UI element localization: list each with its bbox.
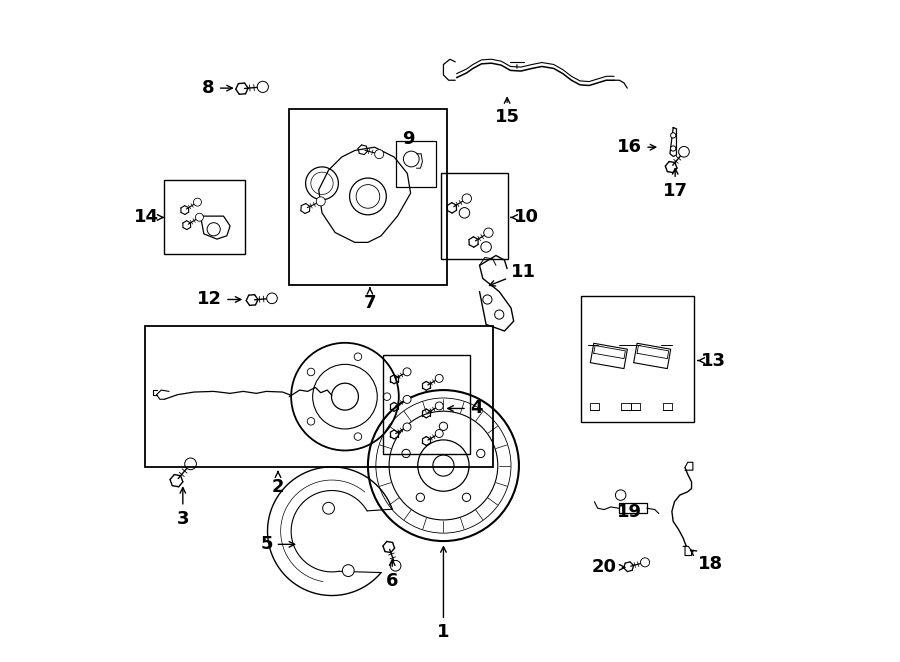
Text: 11: 11	[490, 263, 536, 286]
Text: 13: 13	[698, 352, 725, 369]
Circle shape	[322, 502, 335, 514]
Circle shape	[195, 213, 203, 221]
Circle shape	[331, 383, 358, 410]
Bar	[383, 355, 470, 454]
Text: 7: 7	[364, 288, 376, 312]
Circle shape	[433, 455, 454, 476]
Circle shape	[459, 208, 470, 218]
Circle shape	[266, 293, 277, 304]
Text: 2: 2	[272, 472, 284, 496]
Circle shape	[495, 310, 504, 319]
Circle shape	[207, 222, 220, 236]
Circle shape	[355, 353, 362, 361]
Circle shape	[641, 558, 650, 567]
Circle shape	[477, 449, 485, 457]
Circle shape	[670, 133, 676, 138]
Circle shape	[416, 493, 425, 502]
Circle shape	[402, 449, 410, 457]
Circle shape	[383, 393, 391, 401]
Bar	[581, 295, 694, 422]
Circle shape	[316, 197, 325, 206]
Circle shape	[355, 433, 362, 440]
Text: 5: 5	[260, 536, 294, 553]
Circle shape	[436, 375, 443, 383]
Circle shape	[403, 395, 411, 403]
Text: 14: 14	[134, 209, 163, 226]
Circle shape	[403, 423, 411, 431]
Bar	[442, 173, 508, 259]
Circle shape	[679, 146, 689, 157]
Circle shape	[374, 150, 383, 159]
Bar	[165, 180, 245, 254]
Text: 4: 4	[448, 399, 482, 418]
Text: 3: 3	[176, 488, 189, 528]
Text: 1: 1	[437, 547, 450, 641]
Circle shape	[436, 402, 443, 410]
Circle shape	[481, 242, 491, 252]
Circle shape	[462, 194, 472, 203]
Text: 9: 9	[402, 130, 415, 148]
Circle shape	[307, 418, 315, 425]
Text: 17: 17	[662, 169, 688, 200]
Circle shape	[436, 430, 443, 438]
Text: 10: 10	[511, 209, 539, 226]
Circle shape	[342, 565, 355, 577]
Text: 6: 6	[386, 560, 399, 590]
Text: 19: 19	[617, 502, 643, 520]
Text: 12: 12	[197, 291, 241, 308]
Circle shape	[184, 458, 196, 470]
Text: 15: 15	[495, 98, 519, 126]
Circle shape	[307, 368, 315, 376]
Circle shape	[439, 422, 447, 430]
Circle shape	[616, 490, 625, 500]
Circle shape	[670, 146, 676, 151]
Circle shape	[194, 198, 202, 206]
Text: 20: 20	[591, 558, 625, 577]
Circle shape	[391, 561, 401, 571]
Bar	[145, 326, 492, 467]
Circle shape	[257, 81, 268, 93]
Text: 16: 16	[617, 138, 656, 156]
Text: 8: 8	[202, 79, 232, 97]
Bar	[289, 109, 446, 285]
Circle shape	[482, 295, 492, 304]
Circle shape	[484, 228, 493, 238]
Circle shape	[463, 493, 471, 502]
Bar	[396, 140, 436, 187]
Text: 18: 18	[690, 550, 724, 573]
Circle shape	[403, 368, 411, 376]
